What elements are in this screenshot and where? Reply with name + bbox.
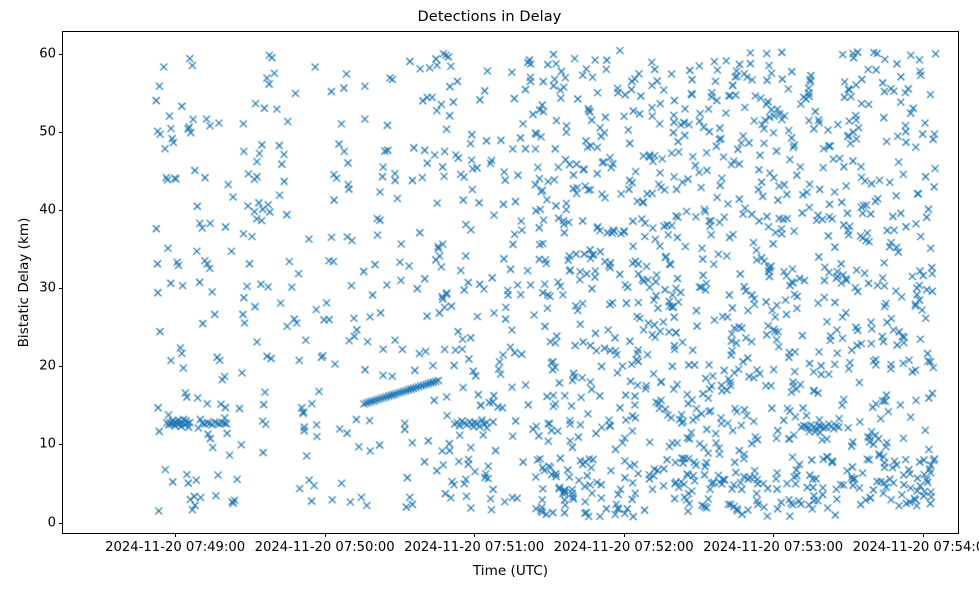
y-tick-mark xyxy=(59,210,63,212)
x-tick-mark xyxy=(175,533,177,537)
x-tick-mark xyxy=(922,533,924,537)
x-tick-label: 2024-11-20 07:52:00 xyxy=(553,540,694,555)
y-tick-mark xyxy=(59,131,63,133)
x-tick-mark xyxy=(474,533,476,537)
y-tick-label: 30 xyxy=(39,280,56,296)
y-tick-label: 40 xyxy=(39,202,56,218)
y-tick-mark xyxy=(59,444,63,446)
x-tick-mark xyxy=(623,533,625,537)
plot-axes: 0 10 20 30 40 50 60 2024-11-20 07:49:00 2024-11… xyxy=(39,31,979,555)
y-tick-label: 10 xyxy=(39,436,56,452)
y-tick-mark xyxy=(59,288,63,290)
x-tick-label: 2024-11-20 07:53:00 xyxy=(703,540,844,555)
page-title: Detections in Delay xyxy=(417,9,562,25)
x-tick-label: 2024-11-20 07:54:00 xyxy=(852,540,979,555)
y-axis-label: Bistatic Delay (km) xyxy=(16,217,32,348)
x-tick-label: 2024-11-20 07:51:00 xyxy=(404,540,545,555)
y-tick-label: 60 xyxy=(39,46,56,62)
y-tick-label: 0 xyxy=(47,515,56,530)
x-tick-mark xyxy=(324,533,326,537)
y-tick-mark xyxy=(59,366,63,368)
y-tick-label: 20 xyxy=(39,358,56,374)
x-tick-mark xyxy=(773,533,775,537)
x-tick-label: 2024-11-20 07:50:00 xyxy=(254,540,395,555)
y-tick-mark xyxy=(59,53,63,55)
y-tick-mark xyxy=(59,522,63,524)
y-tick-label: 50 xyxy=(39,124,56,140)
scatter-plot-canvas xyxy=(63,32,958,533)
x-axis-label: Time (UTC) xyxy=(472,563,549,579)
x-tick-label: 2024-11-20 07:49:00 xyxy=(105,540,246,555)
